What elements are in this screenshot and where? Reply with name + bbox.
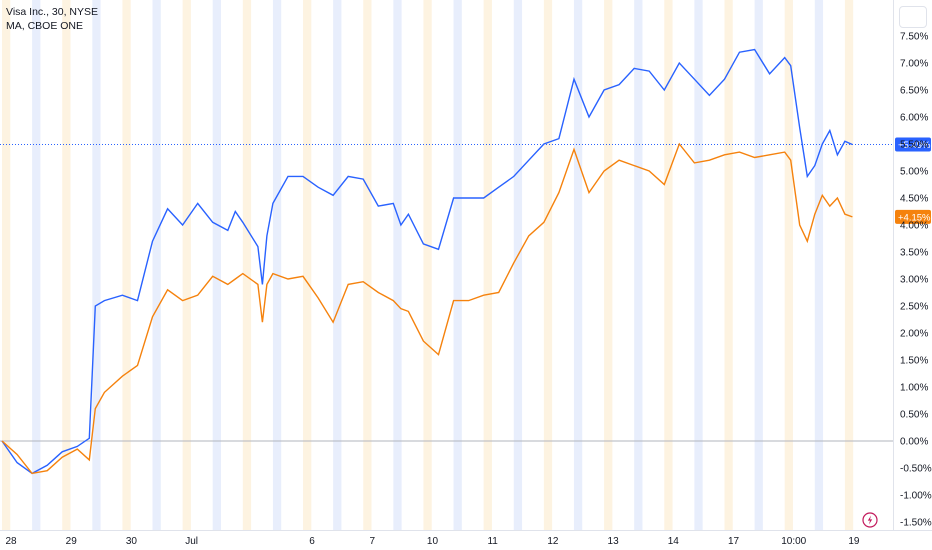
x-tick-label: Jul	[185, 536, 198, 547]
y-tick-label: 5.50%	[900, 140, 928, 151]
y-tick-label: 3.50%	[900, 248, 928, 259]
x-tick-label: 17	[728, 536, 740, 547]
x-tick-label: 30	[126, 536, 138, 547]
session-band	[2, 0, 11, 530]
session-band	[152, 0, 161, 530]
y-tick-label: 7.50%	[900, 32, 928, 43]
y-tick-label: 1.00%	[900, 383, 928, 394]
series-line-2[interactable]	[1, 142, 853, 475]
session-band	[844, 0, 854, 530]
time-axis[interactable]: 28 29 30 Jul 6 7 10 11 12 13 14 17 10:00 19	[0, 530, 932, 548]
y-tick-label: 0.00%	[900, 437, 928, 448]
legend-line-compare[interactable]: MA, CBOE ONE	[6, 20, 84, 32]
session-band	[814, 0, 824, 530]
x-tick-label: 14	[668, 536, 680, 547]
series-lines	[0, 48, 893, 475]
x-tick-label: 10:00	[781, 536, 806, 547]
price-axis[interactable]: +5.49% +4.15% 7.50% 7.00% 6.50% 6.00% 5.50% 5.0…	[893, 0, 932, 530]
session-band	[483, 0, 492, 530]
last-value-label: +5.49%	[898, 140, 931, 151]
legend-line-primary[interactable]: Visa Inc., 30, NYSE	[6, 6, 99, 18]
session-band	[122, 0, 131, 530]
session-band	[333, 0, 342, 530]
session-band	[32, 0, 41, 530]
session-band	[664, 0, 673, 530]
y-tick-label: 6.00%	[900, 113, 928, 124]
session-band	[694, 0, 703, 530]
session-band	[453, 0, 462, 530]
session-band	[754, 0, 763, 530]
session-band	[303, 0, 312, 530]
session-band	[634, 0, 643, 530]
y-tick-label: 2.00%	[900, 329, 928, 340]
session-band	[784, 0, 793, 530]
session-band	[724, 0, 733, 530]
session-band	[363, 0, 372, 530]
x-tick-label: 6	[309, 536, 315, 547]
y-tick-label: 7.00%	[900, 59, 928, 70]
y-tick-label: 4.00%	[900, 221, 928, 232]
lightning-icon[interactable]	[862, 512, 878, 528]
session-bands	[2, 0, 854, 530]
x-tick-label: 10	[427, 536, 439, 547]
y-tick-label: 1.50%	[900, 356, 928, 367]
x-tick-label: 28	[5, 536, 17, 547]
y-tick-label: 3.00%	[900, 275, 928, 286]
y-tick-label: 6.50%	[900, 86, 928, 97]
settings-box-icon[interactable]	[899, 6, 927, 28]
series-line-1[interactable]	[1, 48, 853, 475]
y-tick-label: 5.00%	[900, 167, 928, 178]
y-tick-label: -1.50%	[900, 518, 932, 529]
session-band	[543, 0, 553, 530]
last-value-badge	[895, 137, 931, 152]
y-tick-label: 4.50%	[900, 194, 928, 205]
y-tick-label: -0.50%	[900, 464, 932, 475]
session-band	[62, 0, 71, 530]
y-tick-label: 2.50%	[900, 302, 928, 313]
y-tick-label: 0.50%	[900, 410, 928, 421]
x-tick-label: 19	[848, 536, 860, 547]
session-band	[242, 0, 252, 530]
y-tick-label: -1.00%	[900, 491, 932, 502]
session-band	[573, 0, 583, 530]
session-band	[423, 0, 432, 530]
session-band	[92, 0, 101, 530]
last-value-badge	[895, 209, 931, 224]
x-tick-label: 7	[369, 536, 375, 547]
session-band	[272, 0, 282, 530]
session-band	[604, 0, 613, 530]
x-tick-label: 11	[487, 536, 498, 547]
legend: Visa Inc., 30, NYSE MA, CBOE ONE	[6, 5, 98, 33]
x-tick-label: 29	[66, 536, 78, 547]
session-band	[182, 0, 191, 530]
last-value-label: +4.15%	[898, 212, 931, 223]
x-tick-label: 12	[547, 536, 559, 547]
session-band	[513, 0, 523, 530]
session-band	[212, 0, 222, 530]
x-tick-label: 13	[608, 536, 620, 547]
session-band	[393, 0, 402, 530]
